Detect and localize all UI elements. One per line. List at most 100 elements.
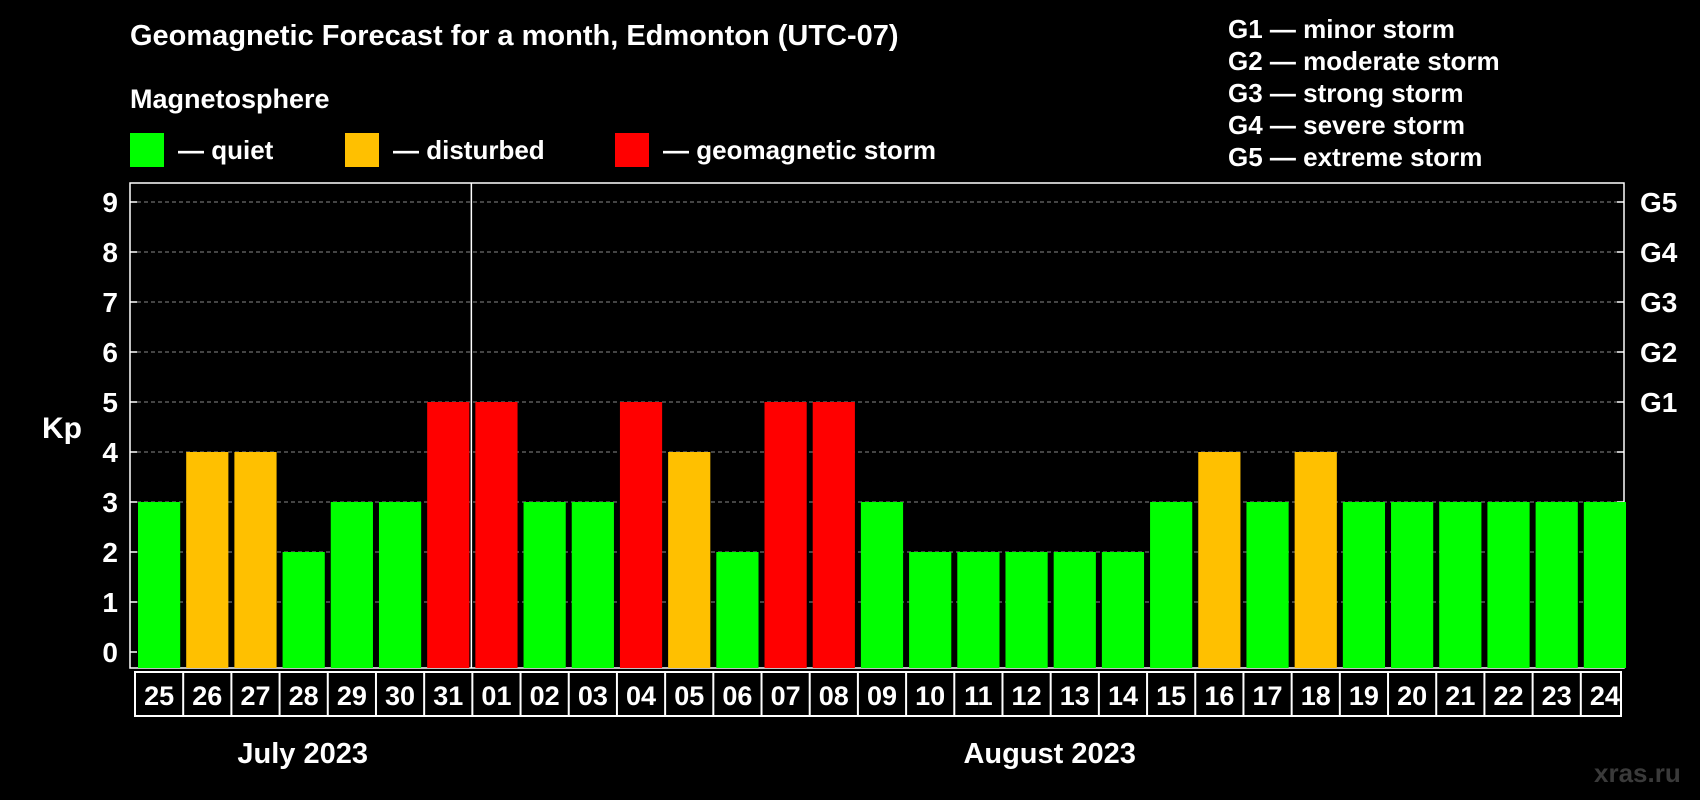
bar-27 — [234, 452, 277, 668]
bar-06 — [716, 552, 759, 668]
magnetosphere-legend-title: Magnetosphere — [130, 84, 330, 114]
bar-25 — [138, 502, 181, 668]
x-tick-label: 29 — [337, 681, 367, 711]
bar-24 — [1583, 502, 1626, 668]
g-scale-tick-label: G4 — [1640, 237, 1678, 268]
bar-04 — [619, 402, 663, 668]
x-tick-label: 08 — [819, 681, 849, 711]
bar-02 — [523, 502, 566, 668]
bar-12 — [1005, 552, 1048, 668]
bar-22 — [1487, 502, 1530, 668]
x-tick-label: 21 — [1445, 681, 1475, 711]
x-tick-label: 06 — [722, 681, 752, 711]
legend-swatch-disturbed — [345, 133, 379, 167]
bar-30 — [378, 502, 422, 668]
month-label: August 2023 — [963, 738, 1135, 770]
bar-15 — [1150, 502, 1193, 668]
bar-16 — [1198, 452, 1241, 668]
x-tick-label: 10 — [915, 681, 945, 711]
x-tick-label: 02 — [530, 681, 560, 711]
y-tick-label: 4 — [102, 437, 118, 468]
x-tick-label: 19 — [1349, 681, 1379, 711]
x-tick-label: 11 — [964, 681, 993, 711]
y-tick-label: 2 — [102, 537, 118, 568]
watermark: xras.ru — [1594, 758, 1681, 788]
bar-01 — [475, 402, 518, 668]
x-tick-label: 09 — [867, 681, 897, 711]
g-scale-legend: G1 — minor storm G2 — moderate storm G3 … — [1228, 13, 1500, 173]
x-tick-label: 26 — [192, 681, 222, 711]
legend-label-disturbed: — disturbed — [393, 134, 545, 165]
g-scale-item-g5: G5 — extreme storm — [1228, 142, 1483, 172]
x-tick-label: 03 — [578, 681, 608, 711]
bar-26 — [186, 452, 229, 668]
x-tick-label: 25 — [144, 681, 174, 711]
y-tick-label: 6 — [102, 337, 118, 368]
x-tick-label: 18 — [1301, 681, 1331, 711]
x-tick-label: 15 — [1156, 681, 1186, 711]
x-tick-label: 01 — [481, 681, 511, 711]
x-tick-label: 30 — [385, 681, 415, 711]
legend-item-disturbed: — disturbed — [345, 133, 545, 167]
g-scale-tick-label: G1 — [1640, 387, 1677, 418]
y-tick-label: 3 — [102, 487, 118, 518]
legend-item-quiet: — quiet — [130, 133, 273, 167]
bar-17 — [1246, 502, 1289, 668]
y-tick-label: 1 — [102, 587, 118, 618]
x-tick-label: 16 — [1204, 681, 1234, 711]
x-tick-label: 14 — [1108, 681, 1138, 711]
legend-swatch-quiet — [130, 133, 164, 167]
bar-20 — [1391, 502, 1434, 668]
bar-29 — [330, 502, 373, 668]
bar-14 — [1101, 552, 1145, 668]
month-label: July 2023 — [237, 738, 368, 770]
bar-28 — [282, 552, 325, 668]
chart-title: Geomagnetic Forecast for a month, Edmont… — [130, 20, 899, 52]
y-axis-label: Kp — [42, 412, 82, 445]
x-tick-label: 31 — [433, 681, 463, 711]
bar-11 — [957, 552, 1000, 668]
x-tick-label: 22 — [1493, 681, 1523, 711]
bar-09 — [860, 502, 904, 668]
x-tick-label: 12 — [1012, 681, 1042, 711]
legend-label-storm: — geomagnetic storm — [663, 134, 937, 165]
y-tick-label: 9 — [102, 187, 118, 218]
g-scale-tick-label: G5 — [1640, 187, 1677, 218]
date-strip — [134, 671, 1622, 717]
legend-label-quiet: — quiet — [178, 134, 274, 165]
y-tick-label: 5 — [102, 387, 118, 418]
g-scale-tick-label: G2 — [1640, 337, 1677, 368]
x-tick-label: 17 — [1253, 681, 1283, 711]
bar-10 — [909, 552, 952, 668]
g-scale-item-g1: G1 — minor storm — [1228, 14, 1455, 44]
y-tick-label: 0 — [102, 637, 118, 668]
legend-item-storm: — geomagnetic storm — [615, 133, 936, 167]
y-tick-label: 8 — [102, 237, 118, 268]
bar-08 — [812, 402, 855, 668]
g-scale-item-g2: G2 — moderate storm — [1228, 46, 1500, 76]
bar-03 — [571, 502, 614, 668]
x-tick-label: 24 — [1590, 681, 1620, 711]
x-tick-label: 20 — [1397, 681, 1427, 711]
bar-19 — [1342, 502, 1386, 668]
bar-07 — [764, 402, 807, 668]
x-tick-label: 07 — [771, 681, 801, 711]
g-scale-item-g3: G3 — strong storm — [1228, 78, 1464, 108]
bar-23 — [1535, 502, 1578, 668]
bar-18 — [1294, 452, 1337, 668]
x-tick-label: 05 — [674, 681, 704, 711]
g-scale-tick-label: G3 — [1640, 287, 1677, 318]
g-scale-item-g4: G4 — severe storm — [1228, 110, 1466, 140]
x-tick-label: 28 — [289, 681, 319, 711]
x-tick-label: 23 — [1542, 681, 1572, 711]
bar-21 — [1439, 502, 1482, 668]
bar-13 — [1053, 552, 1096, 668]
y-tick-label: 7 — [102, 287, 118, 318]
x-tick-label: 04 — [626, 681, 656, 711]
x-tick-label: 27 — [240, 681, 270, 711]
x-tick-label: 13 — [1060, 681, 1090, 711]
legend-swatch-storm — [615, 133, 649, 167]
bar-05 — [668, 452, 711, 668]
bar-31 — [427, 402, 470, 668]
